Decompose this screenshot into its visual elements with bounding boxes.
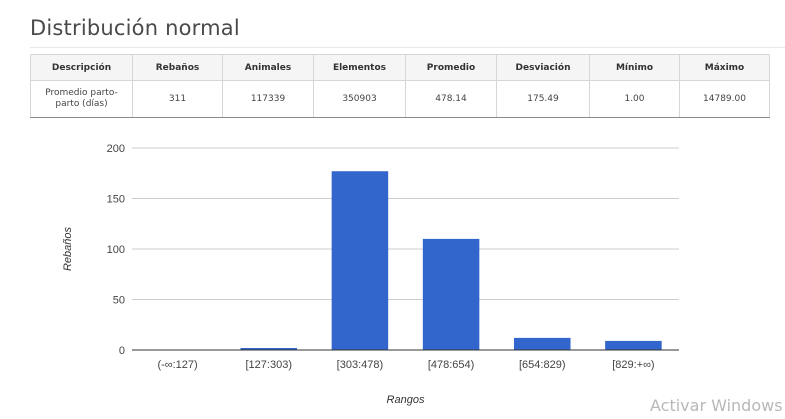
cell-elementos: 350903 xyxy=(313,80,406,118)
x-axis-title: Rangos xyxy=(387,394,425,406)
title-divider xyxy=(30,47,785,48)
cell-maximo: 14789.00 xyxy=(679,80,770,118)
x-tick-label: [829:+∞) xyxy=(612,359,654,371)
x-tick-label: [303:478) xyxy=(337,359,383,371)
cell-desviacion: 175.49 xyxy=(496,80,590,118)
windows-activation-watermark: Activar Windows xyxy=(650,396,783,415)
bar xyxy=(331,171,389,350)
header-descripcion: Descripción xyxy=(30,54,133,81)
cell-minimo: 1.00 xyxy=(589,80,680,118)
page-title: Distribución normal xyxy=(30,16,240,40)
table-row: Promedio parto-parto (días) 311 117339 3… xyxy=(30,80,770,118)
header-maximo: Máximo xyxy=(679,54,770,81)
y-tick-label: 100 xyxy=(107,244,125,256)
cell-descripcion: Promedio parto-parto (días) xyxy=(30,80,133,118)
bar xyxy=(240,347,298,350)
x-tick-label: [654:829) xyxy=(519,359,565,371)
cell-animales: 117339 xyxy=(222,80,314,118)
y-axis-title: Rebaños xyxy=(62,226,74,271)
x-tick-label: [127:303) xyxy=(246,359,292,371)
bar xyxy=(605,340,662,350)
y-tick-label: 200 xyxy=(107,143,125,155)
x-tick-label: [478:654) xyxy=(428,359,474,371)
bar xyxy=(422,238,480,350)
header-minimo: Mínimo xyxy=(589,54,680,81)
stats-table-header-row: Descripción Rebaños Animales Elementos P… xyxy=(30,54,770,81)
header-rebanos: Rebaños xyxy=(132,54,223,81)
header-desviacion: Desviación xyxy=(496,54,590,81)
header-animales: Animales xyxy=(222,54,314,81)
y-tick-label: 150 xyxy=(107,194,125,206)
y-tick-label: 50 xyxy=(113,295,125,307)
stats-table: Descripción Rebaños Animales Elementos P… xyxy=(30,54,770,118)
y-tick-label: 0 xyxy=(119,345,125,357)
x-tick-label: (-∞:127) xyxy=(157,359,197,371)
bar xyxy=(513,337,571,350)
